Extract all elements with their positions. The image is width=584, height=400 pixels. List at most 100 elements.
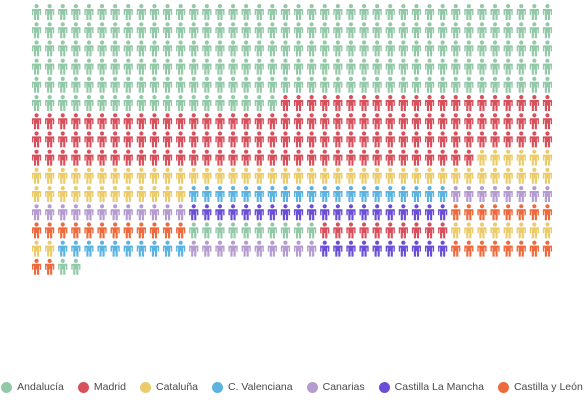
person-icon: [162, 204, 173, 221]
person-icon: [424, 186, 435, 202]
person-icon: [503, 204, 513, 221]
person-icon: [202, 76, 212, 93]
person-icon: [529, 204, 539, 221]
person-icon: [372, 22, 382, 39]
person-icon: [45, 186, 55, 202]
person-icon: [307, 58, 317, 75]
person-icon: [84, 222, 94, 239]
person-icon: [110, 167, 120, 184]
person-icon: [464, 113, 474, 130]
person-icon: [267, 131, 277, 148]
person-icon: [307, 131, 317, 148]
person-icon: [58, 95, 68, 111]
person-icon: [359, 40, 369, 57]
person-icon: [293, 204, 304, 221]
person-icon: [136, 131, 146, 148]
person-icon: [45, 222, 55, 239]
person-icon: [176, 222, 186, 239]
person-icon: [542, 149, 553, 166]
person-icon: [280, 58, 291, 75]
person-icon: [333, 222, 343, 239]
person-icon: [346, 40, 356, 57]
person-icon: [490, 40, 500, 57]
person-icon: [503, 149, 513, 166]
person-icon: [398, 58, 408, 75]
person-icon: [189, 95, 199, 111]
person-icon: [110, 58, 120, 75]
person-icon: [162, 58, 173, 75]
person-icon: [320, 167, 330, 184]
person-icon: [97, 76, 107, 93]
person-icon: [451, 58, 461, 75]
legend-swatch: [306, 381, 318, 393]
person-icon: [372, 113, 382, 130]
person-icon: [58, 186, 68, 202]
person-icon: [293, 95, 304, 111]
person-icon: [110, 4, 120, 20]
person-icon: [438, 95, 448, 111]
person-icon: [110, 186, 120, 202]
person-icon: [189, 131, 199, 148]
person-icon: [189, 186, 199, 202]
person-icon: [254, 222, 264, 239]
person-icon: [438, 204, 448, 221]
person-icon: [202, 95, 212, 111]
person-icon: [385, 76, 395, 93]
person-icon: [307, 186, 317, 202]
person-icon: [202, 186, 212, 202]
person-icon: [503, 95, 513, 111]
person-icon: [215, 22, 225, 39]
person-icon: [176, 95, 186, 111]
person-icon: [320, 149, 330, 166]
person-icon: [45, 131, 55, 148]
person-icon: [307, 76, 317, 93]
legend-item: Canarias: [306, 381, 365, 393]
person-icon: [451, 40, 461, 57]
person-icon: [320, 40, 330, 57]
person-icon: [97, 240, 107, 257]
person-icon: [333, 22, 343, 39]
person-icon: [451, 222, 461, 239]
person-icon: [228, 186, 238, 202]
person-icon: [189, 113, 199, 130]
person-icon: [529, 131, 539, 148]
person-icon: [189, 222, 199, 239]
person-icon: [464, 58, 474, 75]
person-icon: [438, 240, 448, 257]
person-icon: [254, 149, 264, 166]
person-icon: [411, 167, 422, 184]
person-icon: [385, 167, 395, 184]
person-icon: [241, 95, 251, 111]
person-icon: [293, 131, 304, 148]
person-icon: [45, 95, 55, 111]
person-icon: [31, 4, 42, 20]
person-icon: [267, 113, 277, 130]
person-icon: [136, 204, 146, 221]
person-icon: [320, 22, 330, 39]
person-icon: [529, 22, 539, 39]
person-icon: [110, 222, 120, 239]
person-icon: [123, 240, 133, 257]
person-icon: [372, 149, 382, 166]
person-icon: [149, 113, 160, 130]
person-icon: [438, 186, 448, 202]
person-icon: [385, 113, 395, 130]
person-icon: [149, 40, 160, 57]
person-icon: [162, 186, 173, 202]
person-icon: [346, 204, 356, 221]
person-icon: [254, 95, 264, 111]
person-icon: [189, 76, 199, 93]
person-icon: [241, 222, 251, 239]
legend-label: C. Valenciana: [228, 381, 293, 393]
person-icon: [215, 40, 225, 57]
person-icon: [542, 240, 553, 257]
person-icon: [215, 222, 225, 239]
person-icon: [45, 113, 55, 130]
person-icon: [359, 131, 369, 148]
person-icon: [438, 58, 448, 75]
person-icon: [189, 22, 199, 39]
person-icon: [464, 240, 474, 257]
person-icon: [254, 40, 264, 57]
person-icon: [333, 76, 343, 93]
person-icon: [241, 22, 251, 39]
